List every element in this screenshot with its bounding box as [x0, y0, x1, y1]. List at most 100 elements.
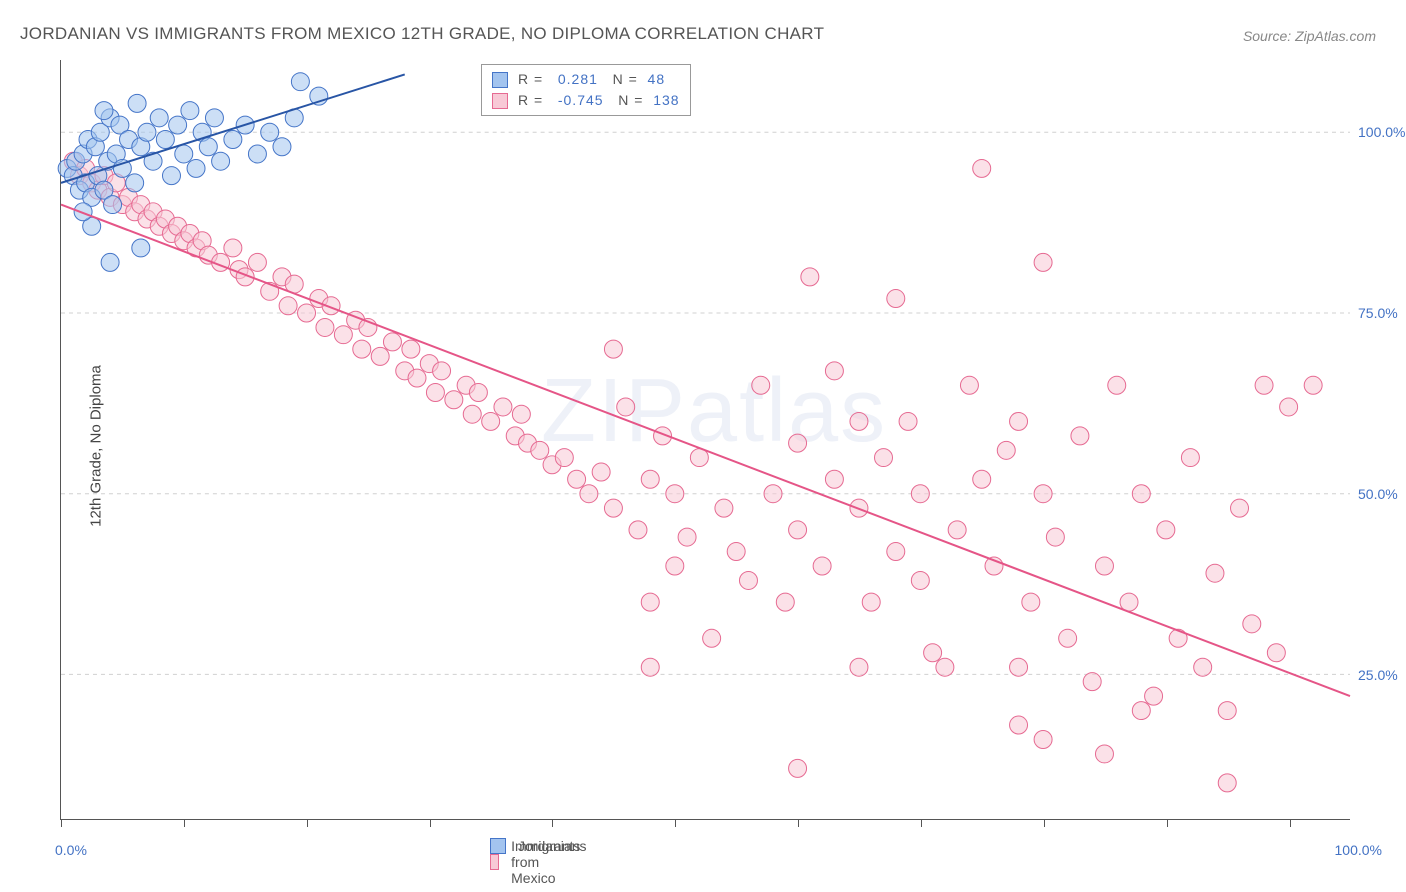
data-point — [353, 340, 371, 358]
data-point — [801, 268, 819, 286]
data-point — [181, 102, 199, 120]
data-point — [248, 253, 266, 271]
x-axis-label-right: 100.0% — [1335, 842, 1382, 858]
data-point — [101, 253, 119, 271]
bottom-legend-item: Immigrants from Mexico — [490, 838, 587, 886]
source-attribution: Source: ZipAtlas.com — [1243, 28, 1376, 44]
data-point — [1108, 376, 1126, 394]
data-point — [1157, 521, 1175, 539]
legend-label: Immigrants from Mexico — [511, 838, 587, 886]
x-tick — [1167, 819, 1168, 827]
y-tick-label: 50.0% — [1358, 486, 1398, 502]
data-point — [973, 159, 991, 177]
data-point — [132, 239, 150, 257]
data-point — [887, 543, 905, 561]
data-point — [1022, 593, 1040, 611]
data-point — [156, 131, 174, 149]
data-point — [1046, 528, 1064, 546]
data-point — [469, 384, 487, 402]
correlation-legend: R = 0.281 N = 48R = -0.745 N = 138 — [481, 64, 691, 116]
data-point — [604, 499, 622, 517]
data-point — [1145, 687, 1163, 705]
data-point — [789, 759, 807, 777]
data-point — [924, 644, 942, 662]
data-point — [1010, 716, 1028, 734]
data-point — [641, 470, 659, 488]
data-point — [426, 384, 444, 402]
data-point — [850, 412, 868, 430]
x-tick — [1044, 819, 1045, 827]
data-point — [862, 593, 880, 611]
data-point — [128, 94, 146, 112]
data-point — [776, 593, 794, 611]
data-point — [1243, 615, 1261, 633]
data-point — [205, 109, 223, 127]
data-point — [433, 362, 451, 380]
x-tick — [184, 819, 185, 827]
data-point — [973, 470, 991, 488]
x-tick — [552, 819, 553, 827]
data-point — [1132, 702, 1150, 720]
data-point — [104, 196, 122, 214]
data-point — [666, 485, 684, 503]
data-point — [531, 441, 549, 459]
data-point — [813, 557, 831, 575]
data-point — [825, 470, 843, 488]
data-point — [764, 485, 782, 503]
data-point — [402, 340, 420, 358]
data-point — [169, 116, 187, 134]
data-point — [604, 340, 622, 358]
data-point — [1132, 485, 1150, 503]
data-point — [1218, 774, 1236, 792]
data-point — [316, 318, 334, 336]
data-point — [248, 145, 266, 163]
data-point — [224, 131, 242, 149]
data-point — [1059, 629, 1077, 647]
data-point — [175, 145, 193, 163]
data-point — [1034, 730, 1052, 748]
x-tick — [1290, 819, 1291, 827]
x-tick — [921, 819, 922, 827]
data-point — [1194, 658, 1212, 676]
data-point — [911, 571, 929, 589]
data-point — [678, 528, 696, 546]
data-point — [948, 521, 966, 539]
data-point — [1083, 673, 1101, 691]
data-point — [1255, 376, 1273, 394]
data-point — [960, 376, 978, 394]
legend-text: R = 0.281 N = 48 — [518, 69, 665, 90]
data-point — [617, 398, 635, 416]
data-point — [187, 159, 205, 177]
data-point — [1304, 376, 1322, 394]
legend-text: R = -0.745 N = 138 — [518, 90, 680, 111]
data-point — [875, 449, 893, 467]
chart-svg — [61, 60, 1350, 819]
data-point — [1010, 658, 1028, 676]
data-point — [887, 290, 905, 308]
data-point — [1181, 449, 1199, 467]
data-point — [291, 73, 309, 91]
data-point — [1095, 745, 1113, 763]
data-point — [482, 412, 500, 430]
x-tick — [430, 819, 431, 827]
data-point — [789, 521, 807, 539]
data-point — [212, 152, 230, 170]
data-point — [95, 102, 113, 120]
y-tick-label: 100.0% — [1358, 124, 1405, 140]
data-point — [162, 167, 180, 185]
data-point — [1034, 485, 1052, 503]
data-point — [371, 347, 389, 365]
blue-swatch-icon — [492, 72, 508, 88]
data-point — [666, 557, 684, 575]
legend-row: R = 0.281 N = 48 — [492, 69, 680, 90]
data-point — [298, 304, 316, 322]
data-point — [555, 449, 573, 467]
x-tick — [307, 819, 308, 827]
data-point — [727, 543, 745, 561]
data-point — [1034, 253, 1052, 271]
data-point — [445, 391, 463, 409]
data-point — [273, 138, 291, 156]
pink-swatch-icon — [490, 854, 499, 870]
data-point — [997, 441, 1015, 459]
data-point — [789, 434, 807, 452]
